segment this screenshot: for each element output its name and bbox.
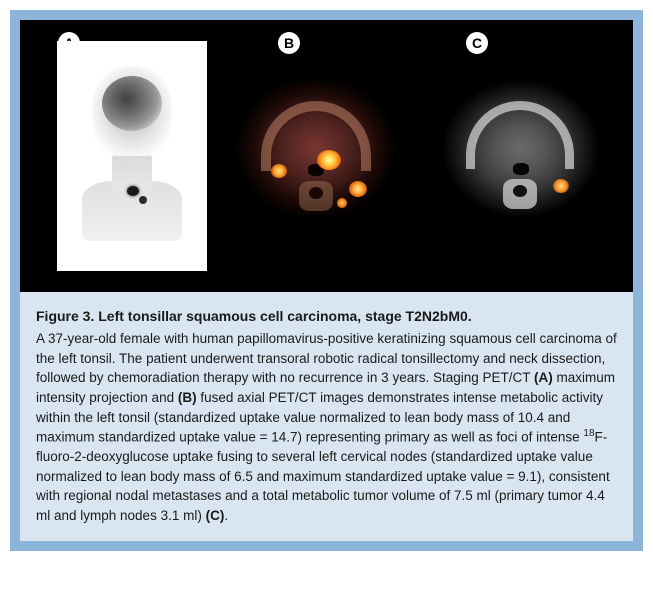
image-panel: A B C bbox=[20, 20, 633, 292]
panel-a-mip bbox=[57, 41, 207, 271]
figure-caption: Figure 3. Left tonsillar squamous cell c… bbox=[20, 292, 633, 541]
ct-axial-slice bbox=[438, 79, 604, 234]
mip-neck bbox=[112, 151, 152, 191]
caption-text-1: A 37-year-old female with human papillom… bbox=[36, 331, 617, 385]
pet-node-left-1 bbox=[349, 181, 367, 197]
caption-bold-c: (C) bbox=[206, 508, 225, 523]
caption-sup-18: 18 bbox=[583, 428, 594, 439]
panel-c-ct bbox=[426, 61, 616, 251]
ct-node-uptake bbox=[553, 179, 569, 193]
figure-container: A B C bbox=[10, 10, 643, 551]
pet-node-left-2 bbox=[337, 198, 347, 208]
caption-body: A 37-year-old female with human papillom… bbox=[36, 329, 617, 525]
panel-label-b: B bbox=[278, 32, 300, 54]
pet-node-right bbox=[271, 164, 287, 178]
caption-bold-b: (B) bbox=[178, 390, 197, 405]
mip-brain-uptake bbox=[102, 76, 162, 131]
mip-image bbox=[67, 51, 197, 261]
fused-mandible bbox=[261, 101, 371, 171]
figure-title: Figure 3. Left tonsillar squamous cell c… bbox=[36, 306, 617, 326]
ct-mandible bbox=[466, 101, 574, 169]
panel-label-c: C bbox=[466, 32, 488, 54]
fused-axial-slice bbox=[231, 76, 401, 236]
panel-b-fused bbox=[221, 61, 411, 251]
fused-vertebra bbox=[299, 181, 333, 211]
ct-airway bbox=[513, 163, 529, 175]
caption-text-5: . bbox=[224, 508, 228, 523]
ct-vertebra bbox=[503, 179, 537, 209]
caption-bold-a: (A) bbox=[534, 370, 553, 385]
